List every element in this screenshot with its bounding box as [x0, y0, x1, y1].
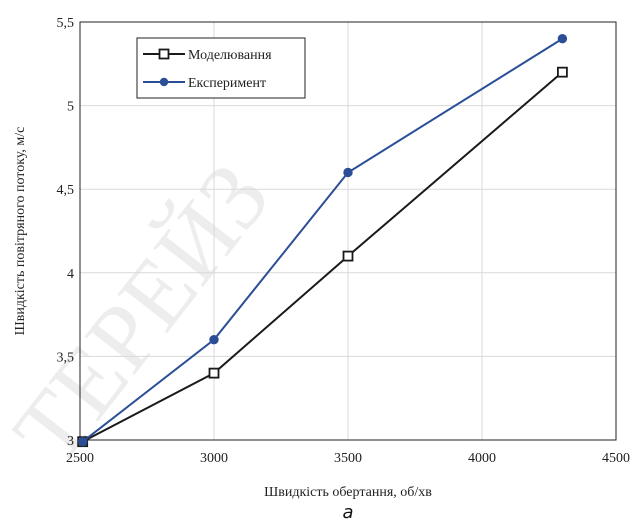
- grid-lines: [80, 22, 616, 440]
- legend: Моделювання Експеримент: [136, 37, 306, 99]
- x-tick-label: 4000: [468, 451, 496, 466]
- y-tick-label: 3: [67, 434, 74, 449]
- legend-box: [136, 37, 306, 99]
- data-point-square: [557, 66, 568, 78]
- x-tick-labels: 2500 3000 3500 4000 4500: [66, 451, 630, 466]
- legend-marker-circle: [159, 77, 169, 87]
- data-point-square: [342, 250, 354, 262]
- data-point-circle: [209, 334, 219, 345]
- x-axis-label: Швидкість обертання, об/хв: [264, 485, 432, 500]
- watermark-text: ТЕРЕЙЗ: [0, 144, 290, 483]
- data-point-circle: [557, 34, 568, 44]
- series-group: [77, 34, 568, 448]
- y-tick-label: 4,5: [57, 183, 75, 198]
- data-point-circle: [343, 167, 353, 178]
- legend-marker-square: [158, 48, 170, 60]
- y-tick-label: 4: [67, 267, 74, 282]
- x-tick-label: 2500: [66, 451, 94, 466]
- figure-caption: а: [342, 502, 353, 523]
- y-tick-label: 5,5: [57, 16, 75, 31]
- y-tick-label: 5: [67, 100, 74, 115]
- y-axis-label: Швидкість повітряного потоку, м/с: [13, 127, 28, 336]
- x-tick-label: 4500: [602, 451, 630, 466]
- plot-frame: [79, 21, 617, 441]
- data-point-square: [208, 367, 220, 379]
- x-tick-label: 3500: [334, 451, 362, 466]
- legend-label: Моделювання: [188, 48, 272, 63]
- y-tick-label: 3,5: [57, 350, 75, 365]
- series-line-1: [82, 71, 564, 443]
- data-point-circle: [77, 436, 88, 447]
- legend-label: Експеримент: [188, 76, 266, 91]
- series-line-2: [82, 37, 563, 443]
- y-tick-labels: 3 3,5 4 4,5 5 5,5: [57, 16, 75, 449]
- x-tick-label: 3000: [200, 451, 228, 466]
